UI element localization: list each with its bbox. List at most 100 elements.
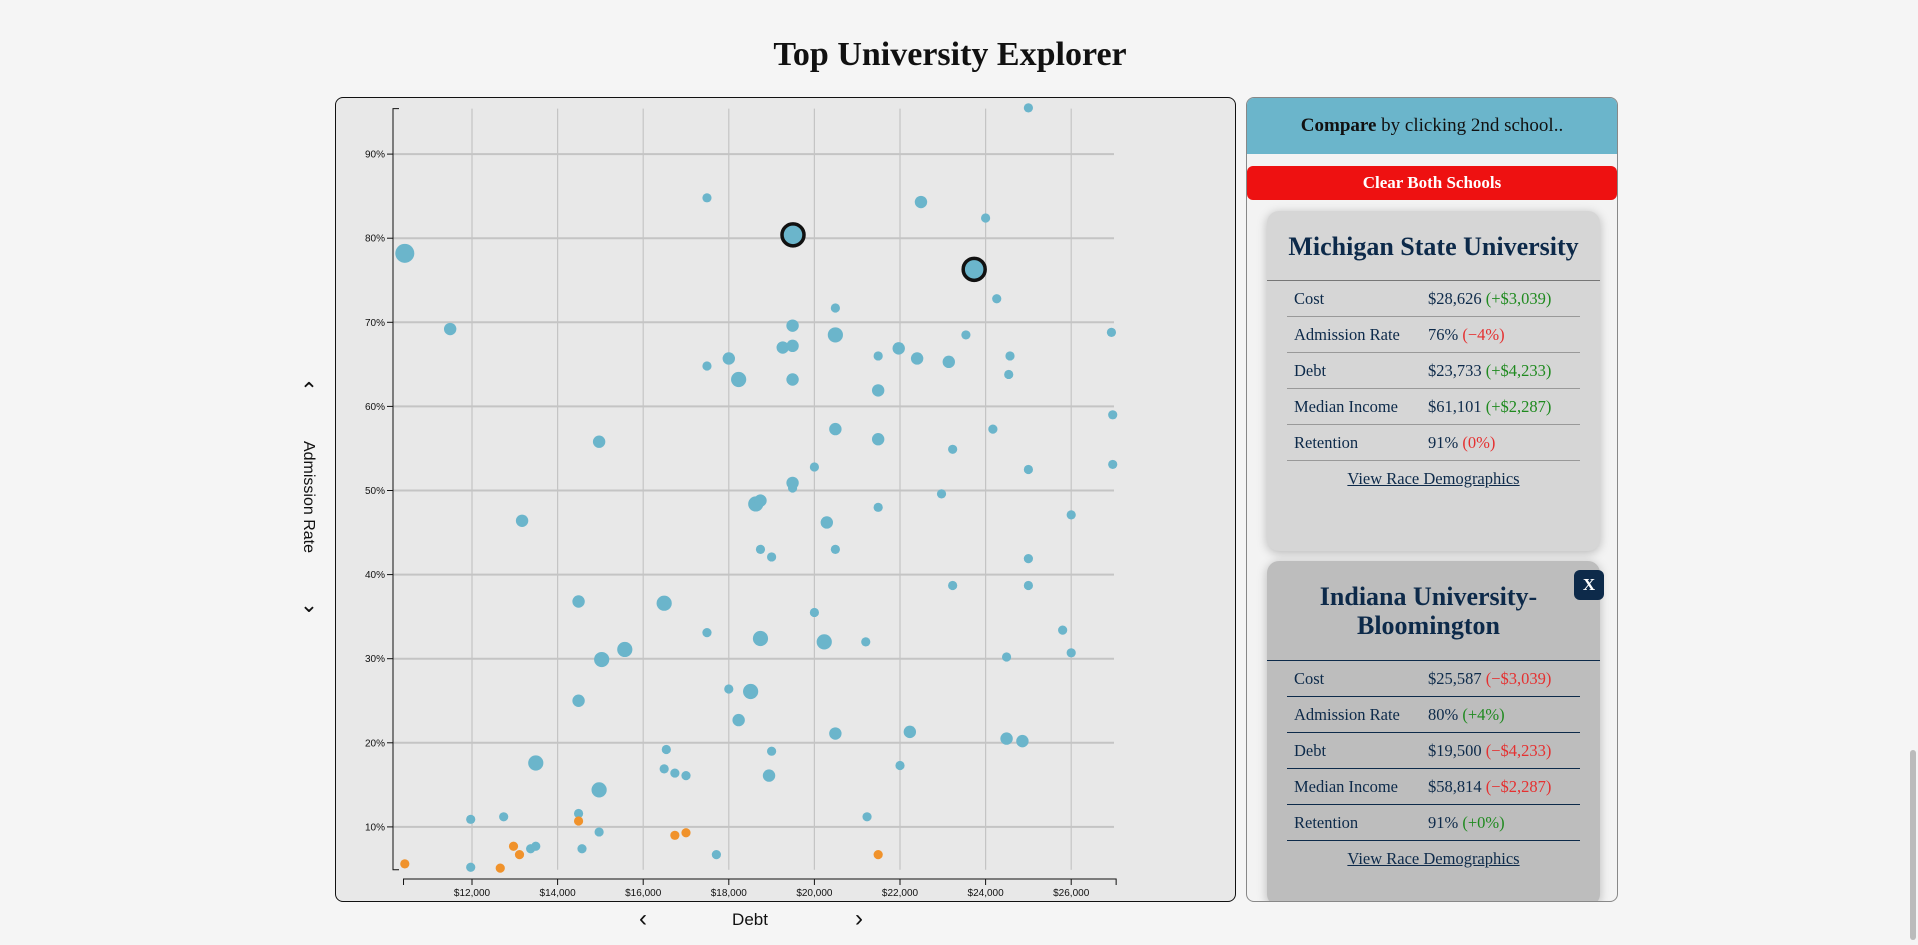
school-point[interactable] bbox=[1001, 652, 1012, 662]
view-race-demographics-link[interactable]: View Race Demographics bbox=[1347, 469, 1520, 488]
selected-school-point[interactable] bbox=[780, 222, 806, 248]
school-point[interactable] bbox=[1023, 103, 1033, 113]
school-point[interactable] bbox=[827, 327, 843, 343]
school-point[interactable] bbox=[892, 342, 905, 355]
school-point[interactable] bbox=[443, 322, 457, 336]
school-point[interactable] bbox=[724, 684, 734, 694]
school-point[interactable] bbox=[767, 552, 777, 562]
school-point[interactable] bbox=[722, 352, 735, 365]
school-point[interactable] bbox=[988, 424, 998, 434]
school-point[interactable] bbox=[531, 841, 541, 851]
school-point[interactable] bbox=[572, 694, 585, 707]
school-point[interactable] bbox=[573, 808, 584, 819]
view-race-demographics-link[interactable]: View Race Demographics bbox=[1347, 849, 1520, 868]
school-point[interactable] bbox=[702, 193, 712, 203]
school-point[interactable] bbox=[910, 352, 924, 365]
school-point[interactable] bbox=[820, 516, 834, 529]
school-point[interactable] bbox=[762, 769, 776, 782]
school-point[interactable] bbox=[577, 844, 587, 854]
school-point[interactable] bbox=[809, 462, 820, 472]
school-point[interactable] bbox=[395, 243, 415, 263]
chevron-right-icon[interactable]: › bbox=[855, 905, 863, 932]
school-point[interactable] bbox=[617, 641, 633, 658]
school-point[interactable] bbox=[961, 330, 971, 340]
school-point[interactable] bbox=[1016, 734, 1029, 748]
school-point[interactable] bbox=[830, 303, 840, 313]
school-point[interactable] bbox=[829, 727, 842, 740]
chevron-left-icon[interactable]: ‹ bbox=[639, 905, 647, 932]
school-point[interactable] bbox=[572, 595, 585, 608]
school-point[interactable] bbox=[873, 850, 883, 860]
school-point[interactable] bbox=[936, 489, 947, 499]
school-point[interactable] bbox=[681, 770, 691, 781]
school-point[interactable] bbox=[1066, 510, 1076, 520]
school-point[interactable] bbox=[914, 195, 928, 209]
school-point[interactable] bbox=[515, 514, 529, 527]
school-point[interactable] bbox=[755, 544, 766, 554]
school-point[interactable] bbox=[895, 760, 905, 771]
school-point[interactable] bbox=[711, 850, 721, 860]
school-point[interactable] bbox=[871, 384, 885, 397]
school-point[interactable] bbox=[528, 755, 544, 771]
school-point[interactable] bbox=[731, 371, 747, 388]
school-point[interactable] bbox=[752, 630, 769, 647]
school-point[interactable] bbox=[1108, 459, 1118, 470]
school-point[interactable] bbox=[787, 483, 798, 493]
school-point[interactable] bbox=[873, 351, 883, 361]
page-scrollbar[interactable] bbox=[1910, 750, 1916, 940]
school-point[interactable] bbox=[1058, 625, 1068, 635]
school-point[interactable] bbox=[809, 607, 820, 618]
school-point[interactable] bbox=[1108, 410, 1118, 420]
school-point[interactable] bbox=[829, 422, 842, 436]
school-point[interactable] bbox=[1106, 327, 1117, 337]
school-point[interactable] bbox=[499, 812, 509, 822]
school-point[interactable] bbox=[776, 341, 789, 354]
school-point[interactable] bbox=[573, 816, 584, 826]
school-point[interactable] bbox=[702, 628, 712, 638]
school-point[interactable] bbox=[681, 828, 691, 838]
school-point[interactable] bbox=[786, 373, 799, 386]
selected-school-point[interactable] bbox=[961, 256, 987, 283]
school-point[interactable] bbox=[661, 744, 671, 755]
school-point[interactable] bbox=[873, 502, 883, 512]
school-point[interactable] bbox=[1023, 580, 1033, 591]
school-point[interactable] bbox=[1066, 648, 1076, 658]
school-point[interactable] bbox=[732, 713, 745, 727]
school-point[interactable] bbox=[830, 544, 840, 554]
school-point[interactable] bbox=[514, 850, 525, 860]
school-point[interactable] bbox=[871, 432, 885, 446]
school-point[interactable] bbox=[670, 768, 680, 778]
school-point[interactable] bbox=[659, 764, 669, 774]
school-point[interactable] bbox=[942, 355, 955, 369]
school-point[interactable] bbox=[981, 213, 991, 223]
school-point[interactable] bbox=[1005, 351, 1015, 361]
school-point[interactable] bbox=[992, 294, 1002, 304]
school-point[interactable] bbox=[1023, 464, 1033, 475]
chevron-down-icon[interactable]: ⌄ bbox=[299, 592, 319, 617]
school-point[interactable] bbox=[1004, 369, 1014, 380]
school-point[interactable] bbox=[466, 862, 476, 872]
school-point[interactable] bbox=[754, 494, 767, 507]
school-point[interactable] bbox=[948, 580, 958, 591]
school-point[interactable] bbox=[594, 827, 604, 837]
chevron-up-icon[interactable]: ⌃ bbox=[299, 378, 319, 403]
school-point[interactable] bbox=[591, 782, 607, 798]
school-point[interactable] bbox=[702, 361, 712, 371]
school-point[interactable] bbox=[656, 595, 672, 611]
school-point[interactable] bbox=[592, 435, 606, 448]
school-point[interactable] bbox=[508, 841, 519, 851]
school-point[interactable] bbox=[670, 830, 680, 840]
school-point[interactable] bbox=[816, 634, 832, 650]
school-point[interactable] bbox=[743, 683, 759, 700]
school-point[interactable] bbox=[861, 637, 871, 647]
school-point[interactable] bbox=[1000, 732, 1013, 745]
clear-both-schools-button[interactable]: Clear Both Schools bbox=[1247, 166, 1617, 200]
school-point[interactable] bbox=[495, 863, 505, 873]
school-point[interactable] bbox=[903, 725, 917, 739]
school-point[interactable] bbox=[767, 746, 777, 756]
school-point[interactable] bbox=[862, 812, 872, 822]
close-school-button[interactable]: X bbox=[1574, 570, 1604, 600]
school-point[interactable] bbox=[948, 444, 958, 454]
school-point[interactable] bbox=[786, 319, 799, 332]
school-point[interactable] bbox=[594, 651, 610, 668]
